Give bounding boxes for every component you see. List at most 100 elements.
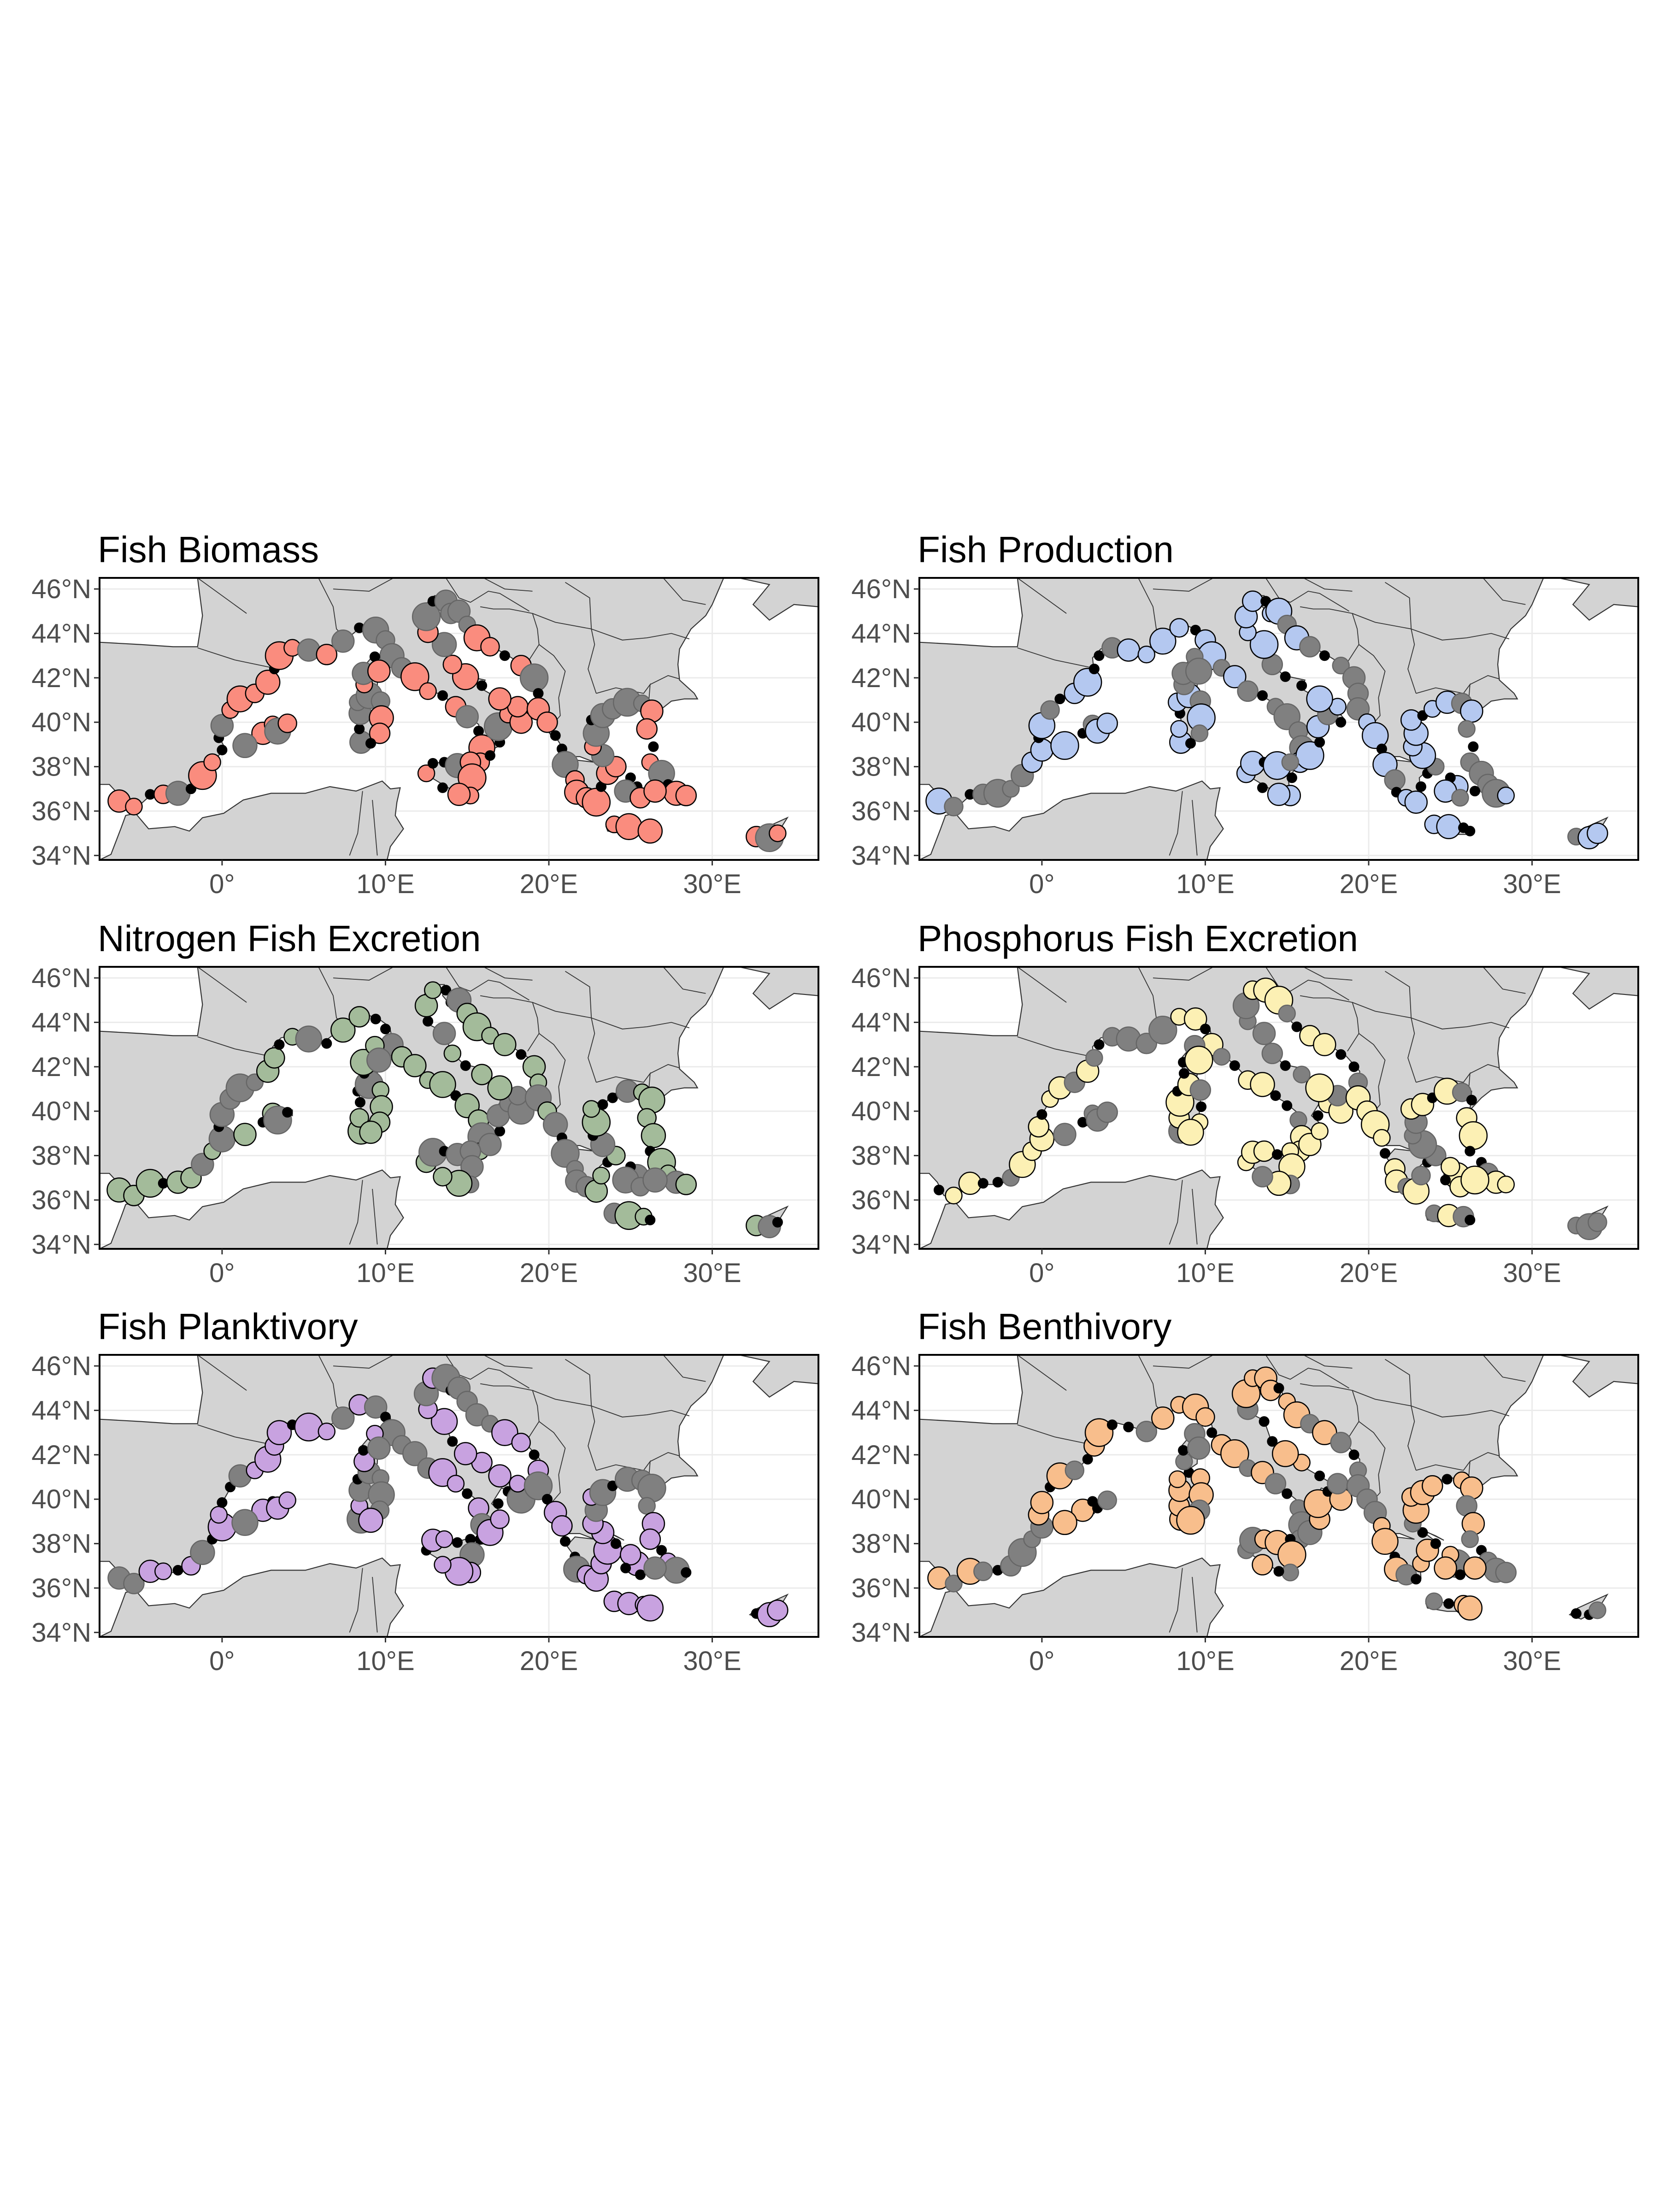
country-border — [1411, 1017, 1510, 1030]
country-border — [1017, 578, 1067, 614]
country-border — [591, 1405, 690, 1418]
point-high — [1459, 1121, 1488, 1150]
y-tick-label-38-n: 38°N — [31, 1141, 91, 1171]
point-low — [1178, 1445, 1189, 1456]
y-tick-label-44-n: 44°N — [851, 1007, 911, 1037]
point-low — [1280, 1060, 1291, 1071]
point-low — [358, 1445, 369, 1456]
point-high — [330, 1018, 356, 1043]
panel-title: Fish Production — [918, 529, 1174, 570]
country-border — [1238, 1355, 1349, 1389]
point-low — [1440, 1175, 1451, 1186]
point-mid — [455, 705, 479, 729]
point-high — [1177, 1118, 1204, 1146]
point-high — [435, 1530, 453, 1548]
y-tick-label-40-n: 40°N — [851, 1096, 911, 1126]
point-high — [1460, 699, 1483, 723]
y-tick-label-44-n: 44°N — [31, 1007, 91, 1037]
point-low — [1257, 782, 1268, 793]
country-border — [1385, 1359, 1412, 1406]
point-high — [1305, 1073, 1334, 1102]
point-low — [274, 1039, 285, 1050]
point-mid — [551, 1139, 580, 1168]
country-border — [591, 1017, 690, 1030]
point-high — [511, 1433, 531, 1453]
survey-points — [927, 1366, 1606, 1621]
point-high — [1183, 1007, 1207, 1031]
point-high — [1371, 1528, 1399, 1555]
point-mid — [210, 714, 234, 737]
y-tick-label-34-n: 34°N — [851, 1230, 911, 1259]
point-mid — [1265, 1473, 1287, 1494]
x-tick-label-0: 0° — [209, 1258, 235, 1288]
country-border — [1411, 1405, 1510, 1418]
map-panel-nitrogen-fish-excretion: Nitrogen Fish Excretion 0° 10°E 20°E 30°E 34… — [31, 918, 819, 1288]
survey-points — [107, 589, 787, 853]
point-high — [1460, 1165, 1489, 1194]
x-tick-label-20-e: 20°E — [520, 1258, 578, 1288]
country-border — [1385, 582, 1412, 629]
country-border — [650, 1452, 680, 1462]
point-high — [424, 981, 442, 999]
point-low — [1465, 1146, 1476, 1157]
country-border — [1470, 675, 1500, 685]
point-low — [437, 690, 448, 701]
point-high — [433, 1167, 453, 1187]
point-high — [509, 1475, 527, 1493]
point-high — [493, 1033, 517, 1056]
y-tick-label-44-n: 44°N — [31, 1395, 91, 1425]
x-tick-label-0: 0° — [1029, 869, 1054, 899]
y-tick-label-44-n: 44°N — [851, 1395, 911, 1425]
y-tick-label-46-n: 46°N — [851, 574, 911, 604]
point-high — [1373, 1129, 1391, 1147]
point-mid — [1281, 753, 1300, 771]
y-tick-label-34-n: 34°N — [851, 1618, 911, 1647]
country-border — [1385, 971, 1412, 1018]
point-mid — [1495, 1562, 1517, 1583]
point-high — [592, 1166, 610, 1185]
point-high — [487, 1075, 512, 1100]
point-low — [1196, 1101, 1207, 1112]
point-low — [934, 1184, 944, 1195]
survey-points — [925, 590, 1608, 850]
point-low — [1259, 1416, 1270, 1427]
point-mid — [1190, 724, 1209, 742]
point-high — [675, 785, 697, 806]
point-low — [484, 750, 495, 761]
map-area — [919, 578, 1638, 860]
point-low — [529, 1449, 540, 1460]
point-low — [494, 1126, 506, 1137]
point-low — [1286, 772, 1297, 783]
point-mid — [412, 602, 441, 631]
point-mid — [231, 1509, 259, 1536]
point-low — [1465, 825, 1476, 836]
y-tick-label-36-n: 36°N — [851, 796, 911, 826]
point-mid — [1185, 658, 1212, 685]
point-high — [419, 682, 437, 700]
point-high — [318, 1423, 336, 1441]
country-border — [333, 578, 394, 592]
point-high — [551, 1515, 573, 1537]
point-low — [499, 650, 510, 661]
point-high — [1223, 665, 1247, 688]
land-africa — [919, 780, 1231, 860]
point-low — [620, 1563, 631, 1574]
country-border — [1416, 1072, 1471, 1094]
country-border — [197, 578, 247, 614]
y-tick-label-34-n: 34°N — [31, 1230, 91, 1259]
point-mid — [1097, 1490, 1117, 1510]
point-high — [958, 1171, 982, 1195]
point-mid — [945, 1575, 963, 1593]
x-tick-label-0: 0° — [209, 1646, 235, 1676]
point-low — [1291, 1021, 1302, 1032]
point-low — [321, 1038, 332, 1049]
point-low — [477, 680, 488, 691]
y-tick-label-36-n: 36°N — [851, 1573, 911, 1603]
x-tick-label-30-e: 30°E — [1503, 1258, 1561, 1288]
country-border — [565, 1359, 592, 1406]
point-low — [1282, 1488, 1293, 1499]
point-low — [610, 1538, 621, 1549]
point-high — [620, 1544, 641, 1565]
point-low — [1319, 650, 1330, 661]
